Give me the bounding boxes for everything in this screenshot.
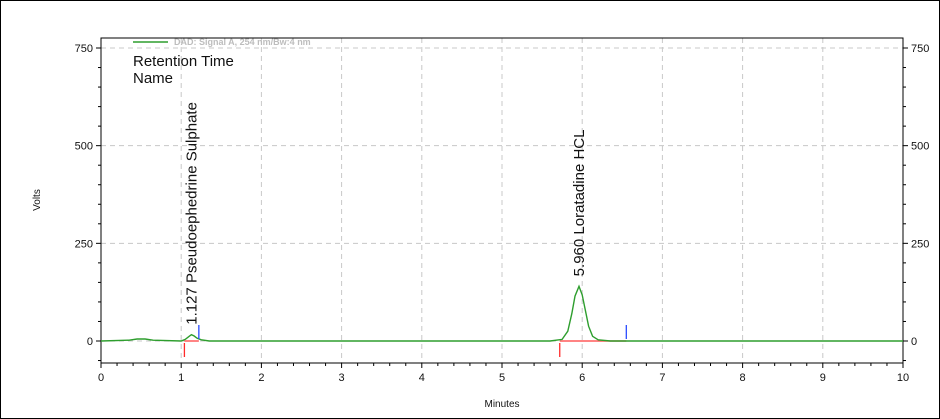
grid-layer — [101, 38, 903, 363]
y-left-tick-label: 0 — [87, 336, 93, 348]
legend-label: DAD: Signal A, 254 nm/Bw:4 nm — [174, 37, 311, 47]
labels-layer: 1.127 Pseudoephedrine Sulphate 5.960 Lora… — [183, 102, 588, 325]
series-layer — [100, 284, 903, 342]
x-tick-label: 5 — [499, 372, 505, 384]
x-axis-title: Minutes — [484, 399, 519, 410]
y-right-tick-label: 500 — [911, 141, 929, 153]
y-left-tick-label: 500 — [75, 141, 93, 153]
y-axis-title: Volts — [32, 189, 43, 211]
peak-label: 5.960 Loratadine HCL — [571, 130, 588, 277]
x-tick-label: 1 — [178, 372, 184, 384]
name-header: Name — [133, 70, 173, 87]
peak-label: 1.127 Pseudoephedrine Sulphate — [183, 102, 200, 325]
y-left-tick-label: 250 — [75, 238, 93, 250]
y-right-tick-label: 750 — [911, 43, 929, 55]
x-tick-label: 10 — [897, 372, 909, 384]
y-right-tick-label: 0 — [911, 336, 917, 348]
x-tick-label: 3 — [339, 372, 345, 384]
x-tick-label: 2 — [258, 372, 264, 384]
ticks-layer: 0 1 2 3 4 5 6 7 8 9 10 0 0 250 250 500 500 750 750 — [75, 43, 930, 384]
x-tick-label: 9 — [820, 372, 826, 384]
x-tick-label: 8 — [740, 372, 746, 384]
x-tick-label: 6 — [579, 372, 585, 384]
x-tick-label: 0 — [98, 372, 104, 384]
x-tick-label: 7 — [659, 372, 665, 384]
y-left-tick-label: 750 — [75, 43, 93, 55]
retention-time-header: Retention Time — [133, 53, 234, 70]
peak-markers-layer — [183, 325, 627, 357]
signal-trace — [100, 284, 903, 342]
x-tick-label: 4 — [419, 372, 425, 384]
y-right-tick-label: 250 — [911, 238, 929, 250]
